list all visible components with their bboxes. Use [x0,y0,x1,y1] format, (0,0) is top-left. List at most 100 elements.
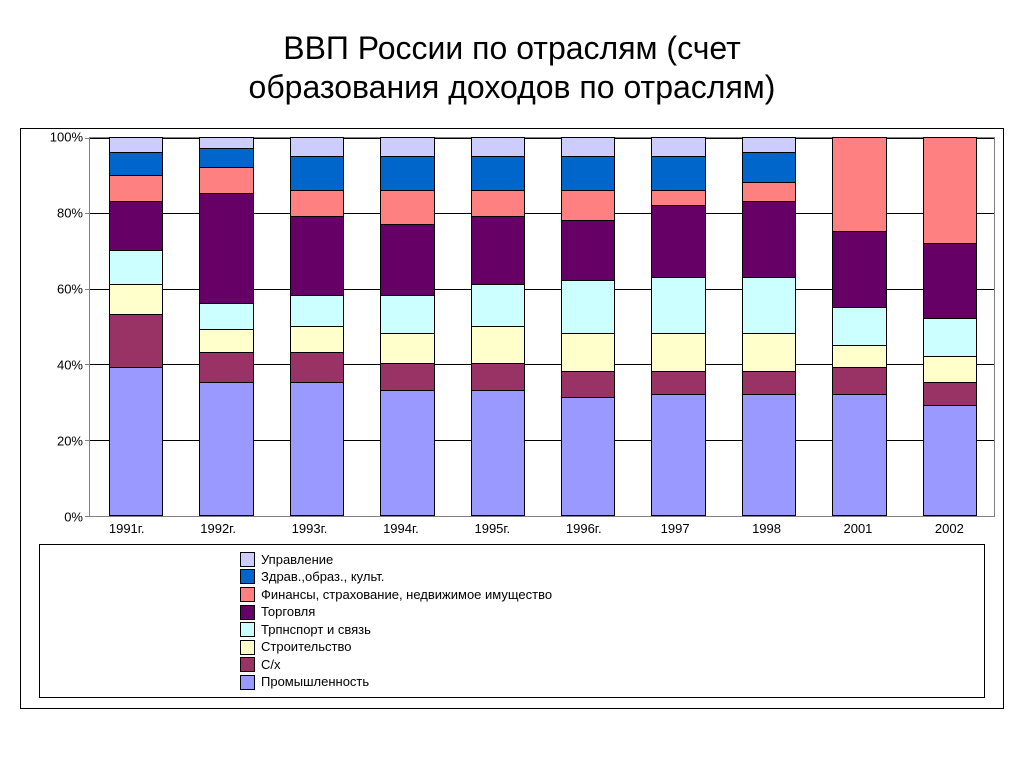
bar-segment [472,156,524,190]
y-tick-label: 100% [50,129,83,144]
bar-slot [452,138,542,516]
bar-segment [833,307,885,345]
bar-segment [110,137,162,152]
legend-label: С/х [261,656,281,674]
legend-label: Строительство [261,638,351,656]
y-tick-label: 60% [57,281,83,296]
bar-segment [200,382,252,514]
bar-slot [271,138,361,516]
legend-label: Трпнспорт и связь [261,621,371,639]
legend-item: Трпнспорт и связь [240,621,974,639]
bars-layer [90,138,994,516]
bar-segment [652,190,704,205]
stacked-bar [109,137,163,516]
bar-segment [200,167,252,193]
bar-segment [110,314,162,367]
legend-label: Финансы, страхование, недвижимое имущест… [261,586,552,604]
plot-area [89,137,995,517]
legend-swatch [240,640,255,655]
chart-container: 0%20%40%60%80%100% 1991г.1992г.1993г.199… [20,128,1004,709]
bar-segment [110,250,162,284]
bar-segment [110,201,162,250]
bar-slot [904,138,994,516]
bar-segment [743,152,795,182]
bar-segment [924,137,976,243]
bar-segment [743,137,795,152]
bar-segment [743,371,795,394]
x-tick-label: 1996г. [538,517,629,536]
chart-title: ВВП России по отраслям (счет образования… [20,29,1004,106]
bar-segment [652,371,704,394]
bar-segment [562,333,614,371]
legend-swatch [240,552,255,567]
legend-item: Промышленность [240,673,974,691]
y-tick [85,138,90,139]
legend-item: Здрав.,образ., культ. [240,568,974,586]
bar-segment [291,156,343,190]
bar-segment [562,156,614,190]
bar-slot [723,138,813,516]
x-tick-label: 1991г. [81,517,172,536]
y-tick-label: 80% [57,205,83,220]
bar-segment [200,137,252,148]
x-tick-label: 1994г. [355,517,446,536]
bar-segment [833,345,885,368]
legend-item: Строительство [240,638,974,656]
x-tick-label: 1997 [629,517,720,536]
y-tick-label: 40% [57,357,83,372]
bar-segment [652,394,704,515]
bar-segment [381,137,433,156]
bar-segment [833,137,885,232]
bar-slot [90,138,180,516]
bar-segment [472,284,524,326]
bar-segment [924,318,976,356]
bar-segment [562,280,614,333]
bar-segment [381,190,433,224]
bar-slot [180,138,270,516]
legend: УправлениеЗдрав.,образ., культ.Финансы, … [39,544,985,698]
x-tick-label: 1993г. [264,517,355,536]
x-tick-label: 1992г. [172,517,263,536]
legend-label: Промышленность [261,673,369,691]
title-line-1: ВВП России по отраслям (счет [283,30,741,66]
bar-segment [110,284,162,314]
bar-segment [291,295,343,325]
legend-swatch [240,622,255,637]
y-axis-labels: 0%20%40%60%80%100% [29,137,89,517]
legend-item: С/х [240,656,974,674]
bar-segment [110,152,162,175]
x-tick-label: 1998 [721,517,812,536]
plot-wrap: 0%20%40%60%80%100% [29,137,995,517]
bar-segment [381,333,433,363]
legend-swatch [240,569,255,584]
bar-segment [381,390,433,515]
y-tick [85,289,90,290]
bar-segment [833,367,885,393]
bar-segment [472,390,524,515]
bar-segment [924,382,976,405]
bar-segment [652,137,704,156]
bar-segment [381,224,433,296]
y-tick-label: 0% [64,509,83,524]
legend-swatch [240,657,255,672]
bar-segment [291,190,343,216]
bar-segment [743,277,795,334]
x-tick-label: 2001 [812,517,903,536]
bar-segment [652,277,704,334]
bar-segment [743,333,795,371]
y-tick [85,213,90,214]
bar-segment [472,326,524,364]
bar-segment [924,405,976,515]
bar-segment [562,397,614,514]
stacked-bar [199,137,253,516]
bar-segment [562,220,614,280]
legend-label: Здрав.,образ., культ. [261,568,384,586]
bar-segment [200,329,252,352]
stacked-bar [290,137,344,516]
stacked-bar [380,137,434,516]
y-tick [85,516,90,517]
bar-segment [291,137,343,156]
legend-label: Управление [261,551,333,569]
bar-segment [110,175,162,201]
x-tick-label: 1995г. [447,517,538,536]
